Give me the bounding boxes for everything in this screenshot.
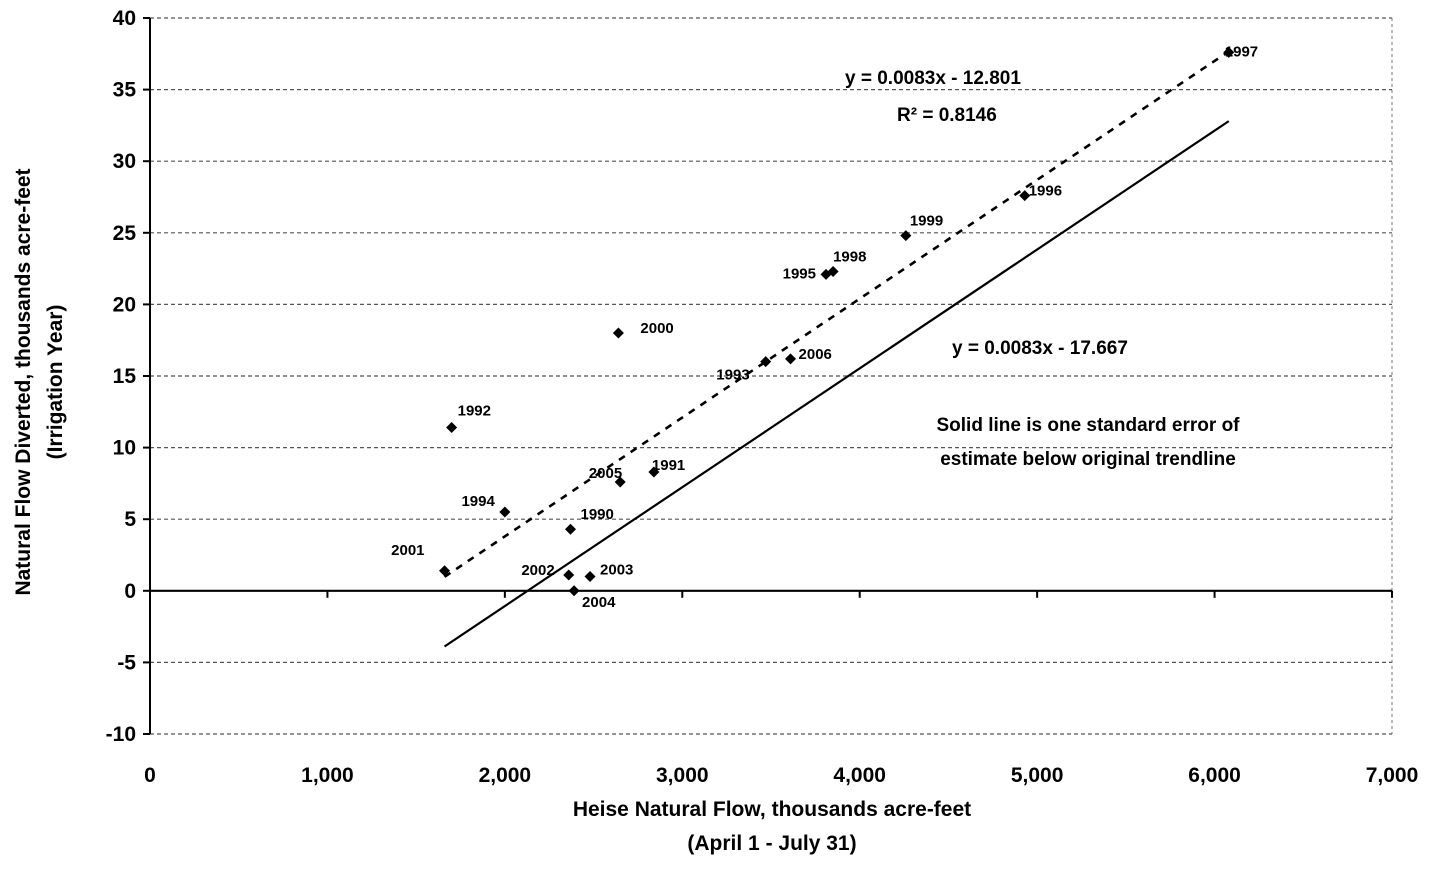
dashed-trendline — [443, 50, 1230, 578]
x-tick-label: 0 — [144, 764, 156, 787]
data-point — [499, 506, 511, 518]
data-point-label: 2005 — [589, 465, 622, 482]
x-axis-subtitle: (April 1 - July 31) — [687, 832, 856, 855]
y-tick-label: 40 — [113, 7, 136, 30]
y-axis-title: Natural Flow Diverted, thousands acre-fe… — [12, 168, 35, 595]
data-point-label: 1990 — [581, 506, 614, 523]
y-tick-label: 25 — [113, 222, 137, 245]
data-point-label: 1993 — [716, 367, 749, 384]
data-point — [785, 353, 797, 365]
data-point — [614, 476, 626, 488]
solid-trendline-equation: y = 0.0083x - 17.667 — [952, 338, 1128, 359]
data-point-label: 2004 — [582, 594, 616, 611]
x-tick-label: 4,000 — [833, 764, 886, 787]
data-point — [439, 565, 451, 577]
x-tick-label: 1,000 — [301, 764, 354, 787]
data-point-label: 1995 — [783, 265, 816, 282]
data-point — [900, 230, 912, 242]
dashed-trendline-r2: R² = 0.8146 — [897, 105, 997, 126]
y-tick-label: -10 — [106, 723, 136, 746]
grid-layer — [150, 17, 1393, 735]
data-point — [760, 356, 772, 368]
solid-trendline — [443, 120, 1230, 648]
data-point — [563, 569, 575, 581]
y-tick-label: 20 — [113, 293, 136, 316]
note-line-2: estimate below original trendline — [940, 449, 1236, 470]
x-tick-label: 2,000 — [479, 764, 532, 787]
labels-layer: 1990 1991 1992 1993 1994 1995 1996 1997 1998 1999… — [391, 43, 1258, 610]
data-point — [612, 327, 624, 339]
data-point — [584, 570, 596, 582]
y-tick-label: 30 — [113, 150, 136, 173]
y-tick-label: -5 — [117, 651, 136, 674]
points-layer — [439, 46, 1235, 597]
data-point-label: 2006 — [799, 346, 832, 363]
data-point — [1223, 46, 1235, 58]
x-tick-label: 3,000 — [656, 764, 709, 787]
data-point-label: 2003 — [600, 561, 633, 578]
x-tick-label: 5,000 — [1011, 764, 1064, 787]
note-line-1: Solid line is one standard error of — [937, 415, 1241, 436]
data-point — [568, 585, 580, 597]
y-tick-label: 10 — [113, 437, 136, 460]
data-point-label: 1999 — [910, 213, 943, 230]
y-tick-label: 5 — [124, 508, 136, 531]
trendlines-layer — [443, 50, 1230, 648]
data-point-label: 1996 — [1029, 183, 1062, 200]
data-point-label: 2001 — [391, 542, 424, 559]
data-point-label: 1998 — [833, 248, 866, 265]
y-axis-subtitle: (Irrigation Year) — [44, 305, 67, 460]
data-point-label: 2000 — [640, 320, 673, 337]
data-point — [565, 523, 577, 535]
y-tick-label: 0 — [124, 580, 136, 603]
data-point-label: 1994 — [461, 493, 495, 510]
y-tick-label: 15 — [113, 365, 137, 388]
dashed-trendline-equation: y = 0.0083x - 12.801 — [845, 68, 1021, 89]
data-point — [648, 466, 660, 478]
data-point — [1019, 190, 1031, 202]
data-point-label: 1997 — [1225, 43, 1258, 60]
x-tick-label: 6,000 — [1188, 764, 1241, 787]
data-point — [446, 422, 458, 434]
y-tick-label: 35 — [113, 79, 137, 102]
x-tick-label: 7,000 — [1366, 764, 1419, 787]
data-point-label: 2002 — [521, 562, 554, 579]
x-axis-title: Heise Natural Flow, thousands acre-feet — [573, 798, 971, 821]
data-point-label: 1992 — [458, 403, 491, 420]
data-point — [827, 265, 839, 277]
axes-layer: -10 -5 0 5 10 15 20 25 30 35 40 0 1,000 2,000 3,000 4,0… — [106, 7, 1419, 787]
data-point-label: 1991 — [652, 457, 685, 474]
